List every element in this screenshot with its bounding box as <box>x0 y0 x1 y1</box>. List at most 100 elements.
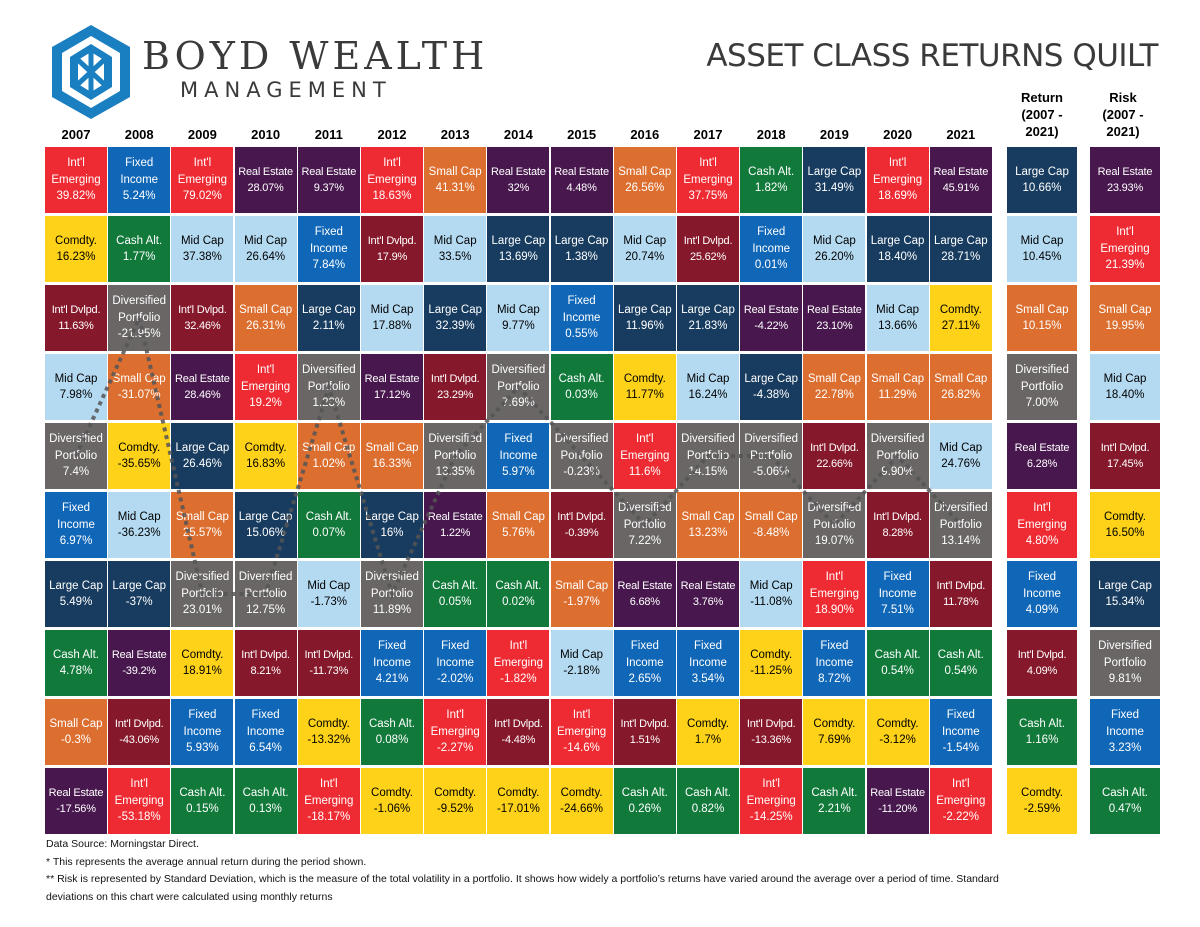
cell-2021-fixed-income: Fixed Income -1.54% <box>929 699 992 765</box>
cell-2016-int-l-dvlpd: Int'l Dvlpd. 1.51% <box>613 699 676 765</box>
cell-2016-small-cap: Small Cap 26.56% <box>613 147 676 213</box>
cell-2016-real-estate: Real Estate 6.68% <box>613 561 676 627</box>
cell-2014-cash-alt: Cash Alt. 0.02% <box>487 561 550 627</box>
year-header-2016: 2016 <box>630 127 660 142</box>
cell-2018-fixed-income: Fixed Income 0.01% <box>740 216 803 282</box>
year-header-2021: 2021 <box>946 127 976 142</box>
cell-2017-int-l-dvlpd: Int'l Dvlpd. 25.62% <box>677 216 739 282</box>
cell-2014-fixed-income: Fixed Income 5.97% <box>487 423 550 489</box>
cell-2015-real-estate: Real Estate 4.48% <box>550 147 613 213</box>
cell-2018-int-l-dvlpd: Int'l Dvlpd. -13.36% <box>740 699 803 765</box>
cell-2009-large-cap: Large Cap 26.46% <box>171 423 234 489</box>
brand-subtitle: MANAGEMENT <box>180 78 392 102</box>
cell-2009-real-estate: Real Estate 28.46% <box>171 354 234 420</box>
cell-2007-real-estate: Real Estate -17.56% <box>45 768 107 834</box>
cell-2008-mid-cap: Mid Cap -36.23% <box>108 492 171 558</box>
cell-2012-diversified-portfolio: Diversified Portfolio 11.89% <box>361 561 423 627</box>
cell-2013-cash-alt: Cash Alt. 0.05% <box>424 561 487 627</box>
cell-2015-int-l-dvlpd: Int'l Dvlpd. -0.39% <box>550 492 613 558</box>
cell-2015-diversified-portfolio: Diversified Portfolio -0.23% <box>550 423 613 489</box>
cell-2008-int-l-dvlpd: Int'l Dvlpd. -43.06% <box>108 699 171 765</box>
cell-2008-int-l-emerging: Int'l Emerging -53.18% <box>108 768 171 834</box>
risk-footnote: ** Risk is represented by Standard Devia… <box>46 873 999 903</box>
cell-2011-large-cap: Large Cap 2.11% <box>297 285 360 351</box>
cell-2014-small-cap: Small Cap 5.76% <box>487 492 550 558</box>
cell-2018-int-l-emerging: Int'l Emerging -14.25% <box>740 768 803 834</box>
cell-2021-diversified-portfolio: Diversified Portfolio 13.14% <box>929 492 992 558</box>
cell-2015-cash-alt: Cash Alt. 0.03% <box>550 354 613 420</box>
cell-2020-int-l-emerging: Int'l Emerging 18.69% <box>866 147 929 213</box>
cell-2009-int-l-emerging: Int'l Emerging 79.02% <box>171 147 234 213</box>
cell-2018-mid-cap: Mid Cap -11.08% <box>740 561 803 627</box>
cell-2012-small-cap: Small Cap 16.33% <box>361 423 423 489</box>
return-footnote: * This represents the average annual ret… <box>46 855 367 868</box>
cell-2007-int-l-emerging: Int'l Emerging 39.82% <box>45 147 107 213</box>
return-cell-int-l-dvlpd: Int'l Dvlpd. 4.09% <box>1007 630 1077 696</box>
cell-2007-fixed-income: Fixed Income 6.97% <box>45 492 107 558</box>
risk-cell-cash-alt: Cash Alt. 0.47% <box>1090 768 1160 834</box>
cell-2021-mid-cap: Mid Cap 24.76% <box>929 423 992 489</box>
cell-2015-mid-cap: Mid Cap -2.18% <box>550 630 613 696</box>
cell-2014-int-l-emerging: Int'l Emerging -1.82% <box>487 630 550 696</box>
cell-2020-fixed-income: Fixed Income 7.51% <box>866 561 929 627</box>
cell-2010-real-estate: Real Estate 28.07% <box>234 147 297 213</box>
return-cell-fixed-income: Fixed Income 4.09% <box>1007 561 1077 627</box>
cell-2017-fixed-income: Fixed Income 3.54% <box>677 630 739 696</box>
cell-2019-diversified-portfolio: Diversified Portfolio 19.07% <box>803 492 866 558</box>
risk-header: Risk (2007 - 2021) <box>1102 90 1144 139</box>
cell-2016-comdty: Comdty. 11.77% <box>613 354 676 420</box>
year-header-2012: 2012 <box>377 127 407 142</box>
cell-2007-comdty: Comdty. 16.23% <box>45 216 107 282</box>
cell-2010-diversified-portfolio: Diversified Portfolio 12.75% <box>234 561 297 627</box>
cell-2019-int-l-emerging: Int'l Emerging 18.90% <box>803 561 866 627</box>
cell-2013-real-estate: Real Estate 1.22% <box>424 492 487 558</box>
cell-2021-int-l-dvlpd: Int'l Dvlpd. 11.78% <box>929 561 992 627</box>
cell-2008-diversified-portfolio: Diversified Portfolio -21.95% <box>108 285 171 351</box>
risk-cell-fixed-income: Fixed Income 3.23% <box>1090 699 1160 765</box>
cell-2018-real-estate: Real Estate -4.22% <box>740 285 803 351</box>
year-header-2018: 2018 <box>756 127 786 142</box>
cell-2018-diversified-portfolio: Diversified Portfolio -5.06% <box>740 423 803 489</box>
cell-2014-real-estate: Real Estate 32% <box>487 147 550 213</box>
cell-2011-mid-cap: Mid Cap -1.73% <box>297 561 360 627</box>
risk-cell-int-l-emerging: Int'l Emerging 21.39% <box>1090 216 1160 282</box>
cell-2016-cash-alt: Cash Alt. 0.26% <box>613 768 676 834</box>
cell-2013-diversified-portfolio: Diversified Portfolio 13.35% <box>424 423 487 489</box>
cell-2009-comdty: Comdty. 18.91% <box>171 630 234 696</box>
cell-2010-fixed-income: Fixed Income 6.54% <box>234 699 297 765</box>
cell-2017-real-estate: Real Estate 3.76% <box>677 561 739 627</box>
cell-2013-int-l-emerging: Int'l Emerging -2.27% <box>424 699 487 765</box>
cell-2013-large-cap: Large Cap 32.39% <box>424 285 487 351</box>
cell-2019-small-cap: Small Cap 22.78% <box>803 354 866 420</box>
risk-cell-diversified-portfolio: Diversified Portfolio 9.81% <box>1090 630 1160 696</box>
cell-2016-fixed-income: Fixed Income 2.65% <box>613 630 676 696</box>
cell-2007-diversified-portfolio: Diversified Portfolio 7.4% <box>45 423 107 489</box>
cell-2010-int-l-dvlpd: Int'l Dvlpd. 8.21% <box>234 630 297 696</box>
cell-2014-comdty: Comdty. -17.01% <box>487 768 550 834</box>
cell-2008-cash-alt: Cash Alt. 1.77% <box>108 216 171 282</box>
cell-2017-diversified-portfolio: Diversified Portfolio 14.15% <box>677 423 739 489</box>
cell-2009-mid-cap: Mid Cap 37.38% <box>171 216 234 282</box>
page-title: ASSET CLASS RETURNS QUILT <box>706 38 1158 74</box>
cell-2016-mid-cap: Mid Cap 20.74% <box>613 216 676 282</box>
cell-2019-int-l-dvlpd: Int'l Dvlpd. 22.66% <box>803 423 866 489</box>
year-header-2019: 2019 <box>819 127 849 142</box>
cell-2017-mid-cap: Mid Cap 16.24% <box>677 354 739 420</box>
cell-2011-real-estate: Real Estate 9.37% <box>297 147 360 213</box>
cell-2019-real-estate: Real Estate 23.10% <box>803 285 866 351</box>
return-cell-mid-cap: Mid Cap 10.45% <box>1007 216 1077 282</box>
return-header: Return (2007 - 2021) <box>1021 90 1063 139</box>
return-cell-cash-alt: Cash Alt. 1.16% <box>1007 699 1077 765</box>
cell-2011-diversified-portfolio: Diversified Portfolio 1.23% <box>297 354 360 420</box>
cell-2017-int-l-emerging: Int'l Emerging 37.75% <box>677 147 739 213</box>
cell-2020-comdty: Comdty. -3.12% <box>866 699 929 765</box>
risk-cell-mid-cap: Mid Cap 18.40% <box>1090 354 1160 420</box>
cell-2014-large-cap: Large Cap 13.69% <box>487 216 550 282</box>
boyd-logo-icon <box>52 25 130 119</box>
risk-cell-small-cap: Small Cap 19.95% <box>1090 285 1160 351</box>
return-cell-diversified-portfolio: Diversified Portfolio 7.00% <box>1007 354 1077 420</box>
year-header-2020: 2020 <box>883 127 913 142</box>
cell-2012-real-estate: Real Estate 17.12% <box>361 354 423 420</box>
cell-2013-int-l-dvlpd: Int'l Dvlpd. 23.29% <box>424 354 487 420</box>
cell-2009-int-l-dvlpd: Int'l Dvlpd. 32.46% <box>171 285 234 351</box>
